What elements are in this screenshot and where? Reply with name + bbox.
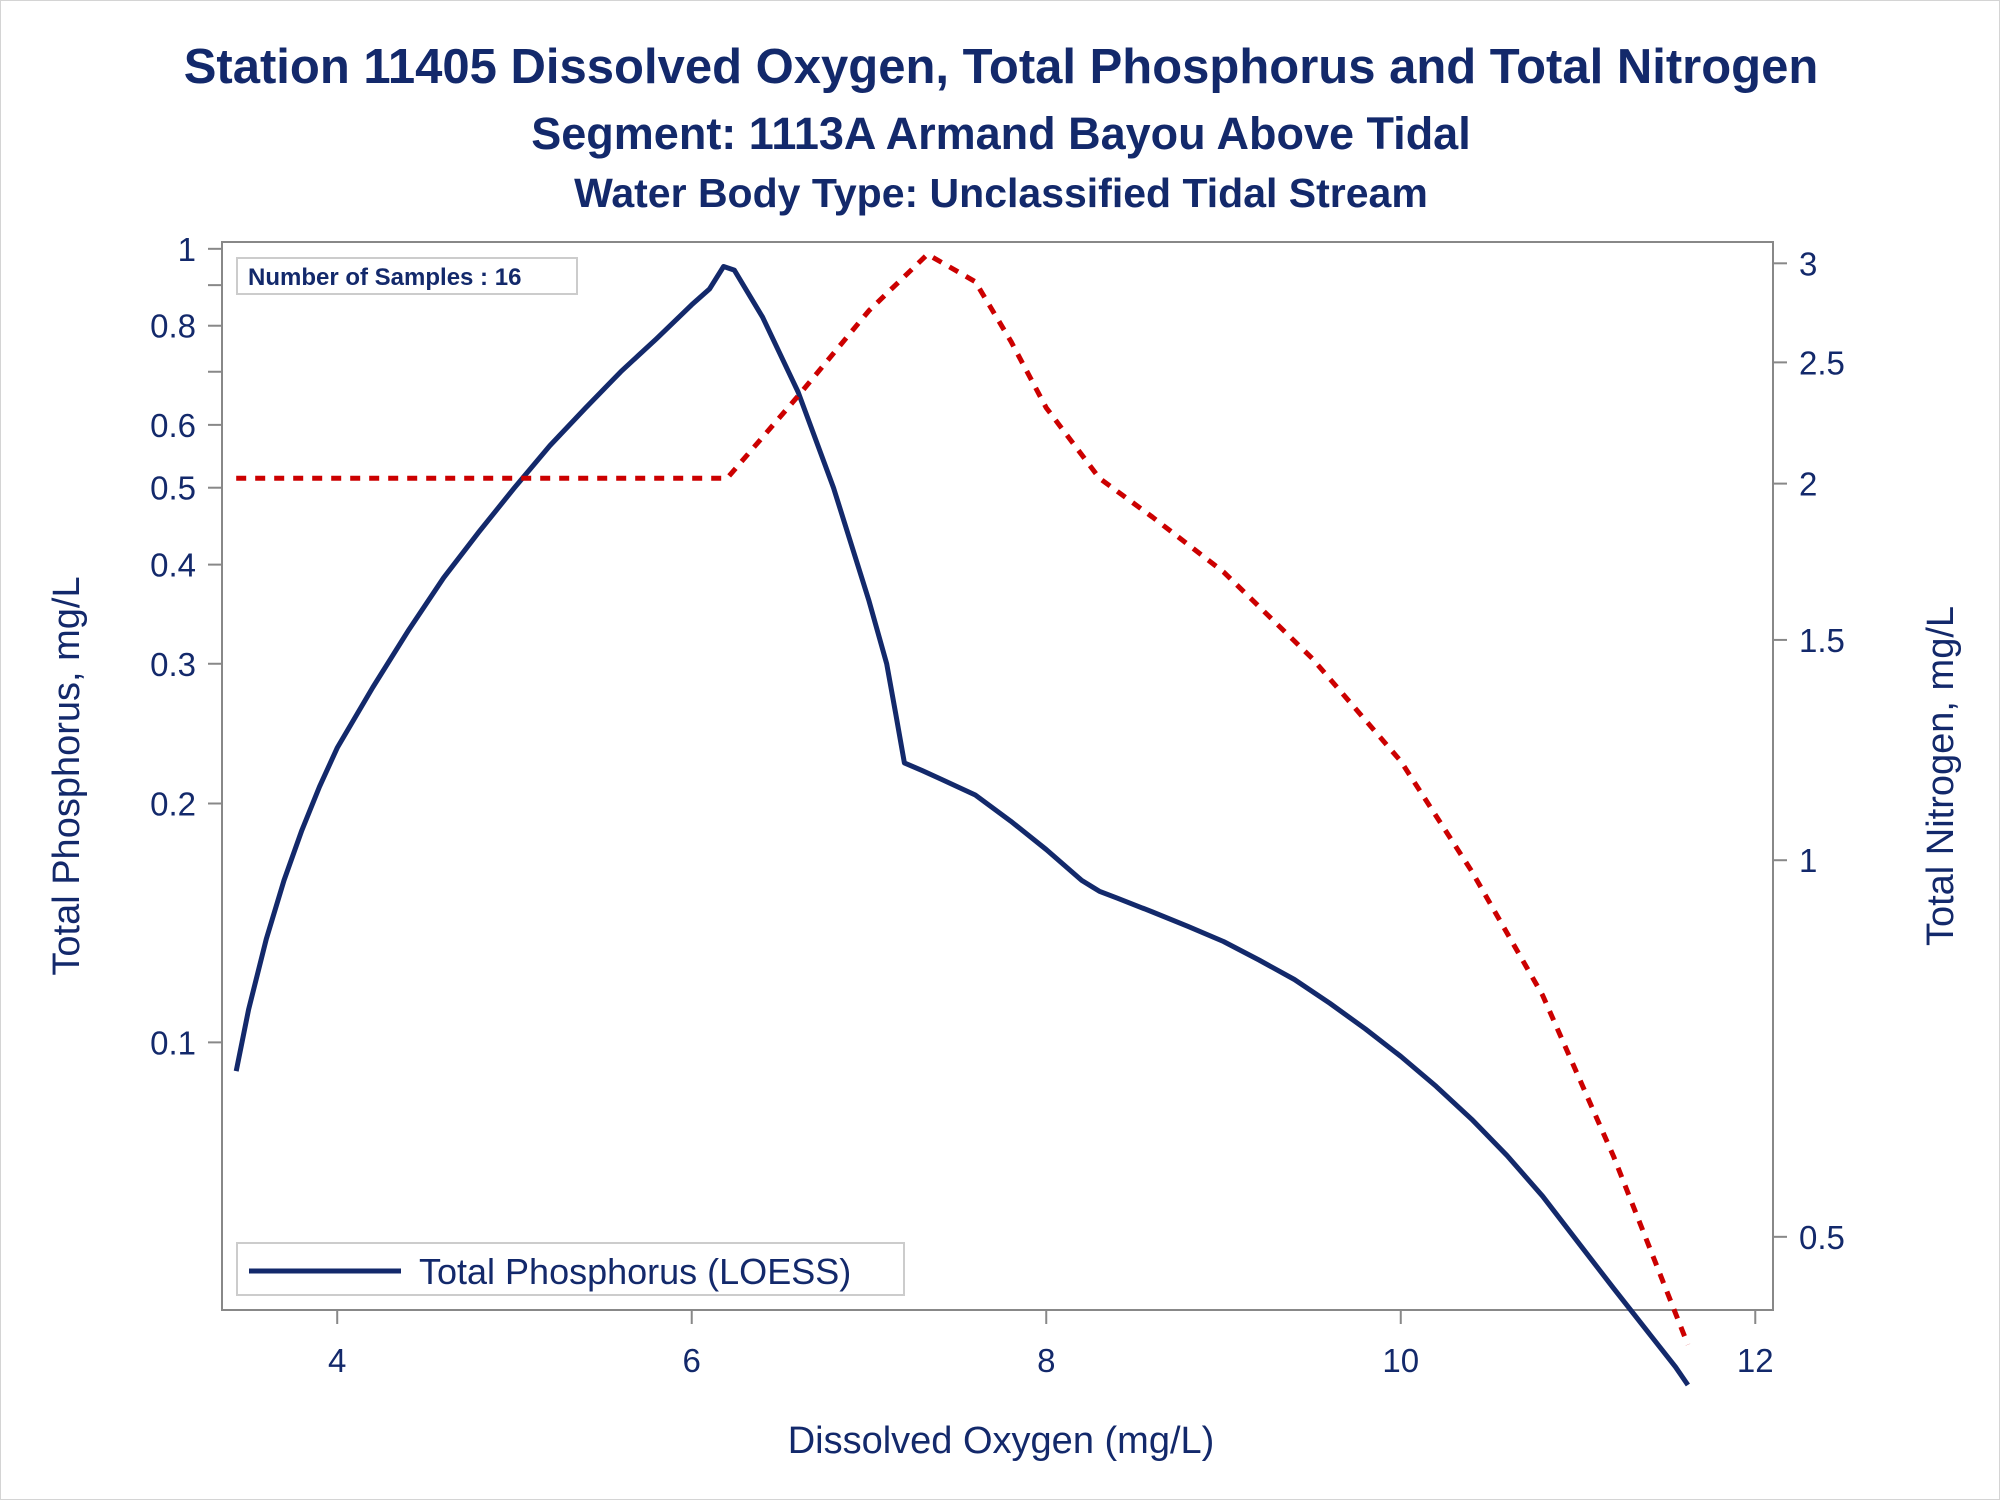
sample-count-text: Number of Samples : 16 — [248, 264, 521, 291]
x-axis-label: Dissolved Oxygen (mg/L) — [788, 1420, 1215, 1462]
legend-label-phosphorus: Total Phosphorus (LOESS) — [419, 1251, 851, 1292]
x-tick-label: 12 — [1737, 1342, 1774, 1379]
y2-tick-label: 0.5 — [1799, 1219, 1845, 1256]
series-layer — [233, 251, 1691, 1387]
y-tick-label: 1 — [178, 231, 196, 268]
y2-axis-label: Total Nitrogen, mg/L — [1920, 606, 1962, 946]
y-axis-left: 1 0.8 0.6 0.5 0.4 0.3 0.2 0.1 — [150, 231, 222, 1061]
legend: Total Phosphorus (LOESS) — [236, 1242, 905, 1296]
x-tick-label: 4 — [328, 1342, 346, 1379]
y2-tick-label: 3 — [1799, 245, 1817, 282]
series-line-total-nitrogen — [236, 251, 1691, 1346]
y-tick-label: 0.2 — [150, 785, 196, 822]
y-tick-label: 0.4 — [150, 547, 196, 584]
x-tick-label: 6 — [683, 1342, 701, 1379]
y-tick-label: 0.5 — [150, 470, 196, 507]
x-axis: 4 6 8 10 12 — [328, 1310, 1774, 1379]
y-tick-label: 0.6 — [150, 407, 196, 444]
x-tick-label: 10 — [1382, 1342, 1419, 1379]
y-tick-label: 0.1 — [150, 1024, 196, 1061]
y2-tick-label: 2 — [1799, 466, 1817, 503]
x-tick-label: 8 — [1037, 1342, 1055, 1379]
chart-subtitle-waterbody: Water Body Type: Unclassified Tidal Stre… — [574, 170, 1428, 216]
series-line-total-phosphorus — [233, 264, 1690, 1387]
chart-subtitle-segment: Segment: 1113A Armand Bayou Above Tidal — [531, 108, 1470, 159]
y-axis-label: Total Phosphorus, mg/L — [46, 576, 88, 975]
y2-tick-label: 1 — [1799, 842, 1817, 879]
y-tick-label: 0.8 — [150, 308, 196, 345]
y-axis-right: 3 2.5 2 1.5 1 0.5 — [1773, 245, 1845, 1256]
y-tick-label: 0.3 — [150, 646, 196, 683]
y2-tick-label: 2.5 — [1799, 344, 1845, 381]
sample-count-box: Number of Samples : 16 — [236, 257, 578, 295]
plot-area — [221, 241, 1774, 1311]
y2-tick-label: 1.5 — [1799, 622, 1845, 659]
chart-title: Station 11405 Dissolved Oxygen, Total Ph… — [184, 40, 1819, 94]
